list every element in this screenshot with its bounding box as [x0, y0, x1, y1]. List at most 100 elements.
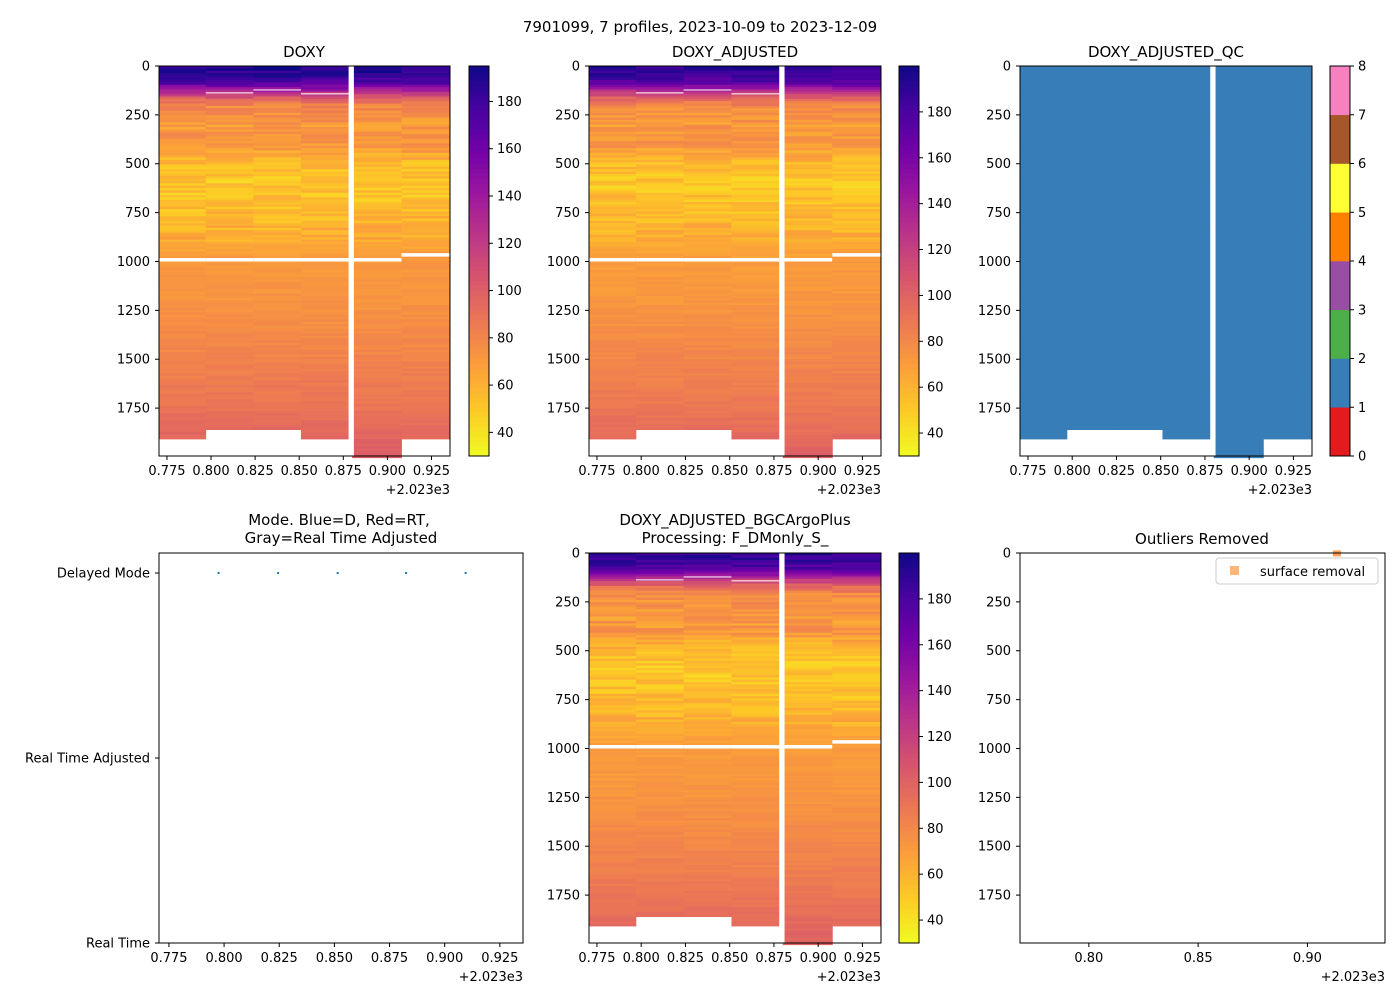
heatmap-cell	[589, 349, 637, 353]
heatmap-cell	[683, 324, 732, 327]
heatmap-cell	[253, 363, 302, 367]
heatmap-cell	[832, 918, 882, 922]
heatmap-cell	[159, 265, 207, 269]
heatmap-cell	[782, 696, 833, 699]
heatmap-cell	[1066, 286, 1116, 290]
heatmap-cell	[589, 585, 637, 589]
heatmap-cell	[832, 733, 882, 737]
heatmap-cell	[1162, 232, 1211, 236]
heatmap-cell	[1162, 415, 1211, 419]
doxy-adjusted-colorbar-tick-label: 40	[927, 427, 944, 442]
heatmap-cell	[352, 80, 402, 83]
heatmap-cell	[1020, 75, 1068, 79]
heatmap-cell	[1263, 340, 1313, 344]
heatmap-cell	[253, 204, 302, 208]
colorbar-segment	[469, 236, 489, 242]
heatmap-cell	[683, 850, 732, 854]
heatmap-cell	[683, 420, 732, 423]
heatmap-cell	[635, 413, 685, 416]
heatmap-cell	[683, 616, 732, 620]
colorbar-segment	[899, 217, 919, 223]
heatmap-cell	[635, 335, 685, 339]
heatmap-cell	[832, 103, 882, 107]
heatmap-cell	[401, 309, 451, 313]
heatmap-cell	[782, 660, 833, 664]
out-ytick-label: 750	[986, 693, 1011, 708]
heatmap-cell	[635, 911, 685, 915]
heatmap-cell	[683, 361, 732, 365]
heatmap-cell	[253, 328, 302, 332]
heatmap-cell	[159, 87, 207, 90]
heatmap-cell	[253, 117, 302, 121]
colorbar-segment	[899, 562, 919, 569]
heatmap-cell	[1114, 263, 1163, 266]
heatmap-cell	[1066, 98, 1116, 102]
missing-data-gap	[782, 258, 833, 262]
heatmap-cell	[300, 185, 349, 189]
heatmap-cell	[635, 890, 685, 894]
colorbar-segment	[899, 665, 919, 671]
heatmap-cell	[832, 436, 882, 440]
colorbar-segment	[899, 655, 919, 661]
heatmap-cell	[832, 677, 882, 681]
heatmap-cell	[159, 291, 207, 294]
heatmap-cell	[300, 148, 349, 151]
heatmap-cell	[1263, 305, 1313, 309]
heatmap-cell	[589, 270, 637, 273]
heatmap-cell	[1213, 162, 1264, 165]
heatmap-cell	[1263, 124, 1313, 128]
heatmap-cell	[832, 860, 882, 864]
qc-ytick-label: 250	[986, 108, 1011, 123]
heatmap-cell	[205, 84, 254, 88]
heatmap-cell	[1020, 331, 1068, 334]
heatmap-cell	[1114, 241, 1163, 245]
heatmap-cell	[300, 190, 349, 194]
colorbar-segment	[469, 441, 489, 447]
heatmap-cell	[1263, 108, 1313, 111]
heatmap-cell	[832, 621, 882, 624]
colorbar-segment	[899, 835, 919, 842]
heatmap-cell	[401, 260, 451, 264]
heatmap-cell	[589, 382, 637, 386]
heatmap-cell	[782, 907, 833, 910]
heatmap-cell	[683, 392, 732, 395]
colorbar-segment	[899, 183, 919, 189]
heatmap-cell	[731, 434, 780, 438]
heatmap-cell	[683, 176, 732, 180]
heatmap-cell	[683, 768, 732, 772]
colorbar-segment	[899, 860, 919, 866]
heatmap-cell	[1162, 94, 1211, 97]
heatmap-cell	[352, 305, 402, 309]
heatmap-cell	[1263, 382, 1313, 386]
heatmap-cell	[782, 618, 833, 622]
heatmap-cell	[300, 382, 349, 386]
heatmap-cell	[1020, 134, 1068, 137]
heatmap-cell	[731, 635, 780, 638]
heatmap-cell	[1114, 413, 1163, 416]
heatmap-cell	[782, 705, 833, 709]
heatmap-cell	[1114, 305, 1163, 309]
heatmap-cell	[589, 583, 637, 587]
heatmap-cell	[205, 401, 254, 405]
heatmap-cell	[1263, 387, 1313, 391]
heatmap-cell	[731, 609, 780, 613]
heatmap-cell	[300, 401, 349, 405]
heatmap-cell	[205, 227, 254, 231]
heatmap-cell	[683, 270, 732, 273]
heatmap-cell	[635, 340, 685, 344]
heatmap-cell	[683, 394, 732, 398]
heatmap-cell	[782, 73, 833, 76]
heatmap-cell	[635, 115, 685, 119]
heatmap-cell	[253, 281, 302, 285]
heatmap-cell	[1114, 218, 1163, 222]
bgc-colorbar-tick-label: 40	[927, 914, 944, 929]
heatmap-cell	[683, 914, 732, 918]
heatmap-cell	[731, 354, 780, 358]
doxy-adjusted-heatmap	[589, 66, 882, 459]
heatmap-cell	[1066, 363, 1116, 367]
heatmap-cell	[832, 747, 882, 751]
heatmap-cell	[1114, 349, 1163, 353]
heatmap-cell	[352, 436, 402, 440]
heatmap-cell	[589, 616, 637, 620]
